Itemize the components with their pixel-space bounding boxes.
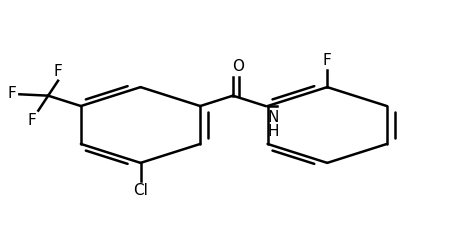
Text: O: O (232, 60, 244, 74)
Text: F: F (7, 86, 16, 100)
Text: F: F (54, 64, 63, 79)
Text: N
H: N H (268, 110, 279, 139)
Text: Cl: Cl (133, 183, 148, 198)
Text: F: F (27, 112, 36, 128)
Text: F: F (323, 53, 332, 68)
